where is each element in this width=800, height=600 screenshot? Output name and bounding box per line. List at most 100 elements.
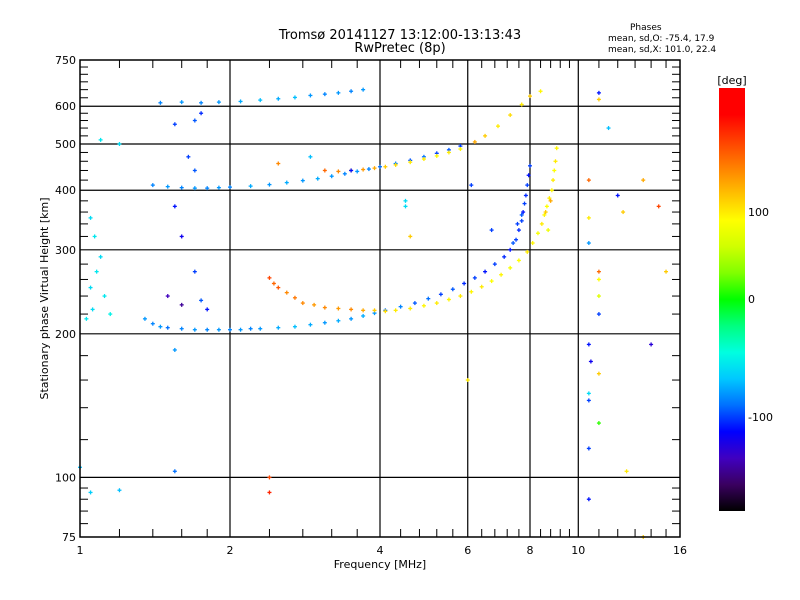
data-point bbox=[342, 171, 347, 176]
data-point bbox=[165, 184, 170, 189]
data-point bbox=[238, 99, 243, 104]
data-point bbox=[88, 215, 93, 220]
data-point bbox=[349, 316, 354, 321]
data-point bbox=[142, 316, 147, 321]
data-point bbox=[472, 275, 477, 280]
data-point bbox=[615, 193, 620, 198]
data-point bbox=[446, 297, 451, 302]
data-point bbox=[458, 294, 463, 299]
data-point bbox=[586, 342, 591, 347]
data-point bbox=[276, 325, 281, 330]
data-point bbox=[179, 185, 184, 190]
data-point bbox=[94, 269, 99, 274]
data-point bbox=[499, 272, 504, 277]
data-point bbox=[308, 322, 313, 327]
data-point bbox=[393, 162, 398, 167]
data-point bbox=[117, 141, 122, 146]
data-point bbox=[426, 296, 431, 301]
data-point bbox=[606, 126, 611, 131]
data-point bbox=[624, 469, 629, 474]
data-point bbox=[300, 178, 305, 183]
axis-ticks bbox=[80, 60, 680, 537]
data-point bbox=[90, 307, 95, 312]
data-point bbox=[349, 89, 354, 94]
grid-lines bbox=[80, 60, 680, 537]
data-point bbox=[538, 89, 543, 94]
data-point bbox=[205, 186, 210, 191]
data-point bbox=[88, 285, 93, 290]
data-point bbox=[586, 215, 591, 220]
data-point bbox=[192, 327, 197, 332]
plot-frame bbox=[79, 59, 681, 538]
phase-stats-x-mode: mean, sd,X: 101.0, 22.4 bbox=[608, 45, 717, 55]
data-point bbox=[553, 159, 558, 164]
data-point bbox=[216, 100, 221, 105]
data-point bbox=[514, 237, 519, 242]
data-point bbox=[117, 488, 122, 493]
data-point bbox=[84, 316, 89, 321]
data-point bbox=[483, 269, 488, 274]
colorbar-ticks: 100 0 -100 bbox=[748, 206, 773, 424]
data-point bbox=[543, 210, 548, 215]
data-point bbox=[525, 249, 530, 254]
chart-title: Tromsø 20141127 13:12:00-13:13:43 bbox=[278, 28, 522, 43]
data-point bbox=[172, 469, 177, 474]
data-point bbox=[508, 265, 513, 270]
data-point bbox=[102, 294, 107, 299]
y-tick-label: 100 bbox=[55, 471, 76, 484]
data-point bbox=[586, 446, 591, 451]
data-point bbox=[336, 318, 341, 323]
phase-stats-title: Phases bbox=[630, 23, 662, 33]
data-point bbox=[284, 180, 289, 185]
data-point bbox=[408, 234, 413, 239]
data-point bbox=[515, 221, 520, 226]
data-point bbox=[372, 166, 377, 171]
data-point bbox=[479, 284, 484, 289]
data-point bbox=[641, 178, 646, 183]
data-point bbox=[508, 113, 513, 118]
data-point bbox=[172, 204, 177, 209]
data-point bbox=[446, 150, 451, 155]
data-point bbox=[378, 164, 382, 169]
data-point bbox=[542, 212, 547, 217]
data-point bbox=[336, 306, 341, 311]
data-point bbox=[205, 307, 210, 312]
data-point bbox=[393, 308, 398, 313]
data-point bbox=[535, 231, 540, 236]
y-tick-labels: 75 100 200 300 400 500 600 750 bbox=[55, 54, 76, 544]
data-point bbox=[547, 196, 552, 201]
data-point bbox=[179, 234, 184, 239]
data-point bbox=[421, 157, 426, 162]
data-point bbox=[361, 87, 366, 92]
y-tick-label: 600 bbox=[55, 100, 76, 113]
data-point bbox=[88, 490, 93, 495]
data-point bbox=[165, 325, 170, 330]
data-point bbox=[596, 312, 601, 317]
data-point bbox=[248, 184, 253, 189]
y-tick-label: 500 bbox=[55, 138, 76, 151]
y-axis-label: Stationary phase Virtual Height [km] bbox=[38, 197, 51, 399]
colorbar-tick-label: 0 bbox=[748, 293, 755, 306]
data-point bbox=[336, 169, 341, 174]
data-point bbox=[179, 326, 184, 331]
data-point bbox=[539, 221, 544, 226]
data-point bbox=[199, 298, 204, 303]
data-point bbox=[656, 204, 661, 209]
data-point bbox=[548, 198, 553, 203]
x-tick-label: 6 bbox=[464, 544, 471, 557]
data-point bbox=[596, 277, 601, 282]
data-point bbox=[216, 185, 221, 190]
data-point bbox=[502, 254, 507, 259]
data-point bbox=[523, 193, 528, 198]
data-point bbox=[300, 301, 305, 306]
data-point bbox=[519, 102, 524, 107]
data-point bbox=[312, 302, 317, 307]
data-point bbox=[267, 475, 272, 480]
data-point bbox=[366, 167, 371, 172]
data-point bbox=[434, 153, 439, 158]
data-point bbox=[472, 139, 477, 144]
data-point bbox=[421, 303, 426, 308]
data-point bbox=[192, 118, 197, 123]
data-point bbox=[621, 210, 626, 215]
data-point bbox=[329, 174, 334, 179]
